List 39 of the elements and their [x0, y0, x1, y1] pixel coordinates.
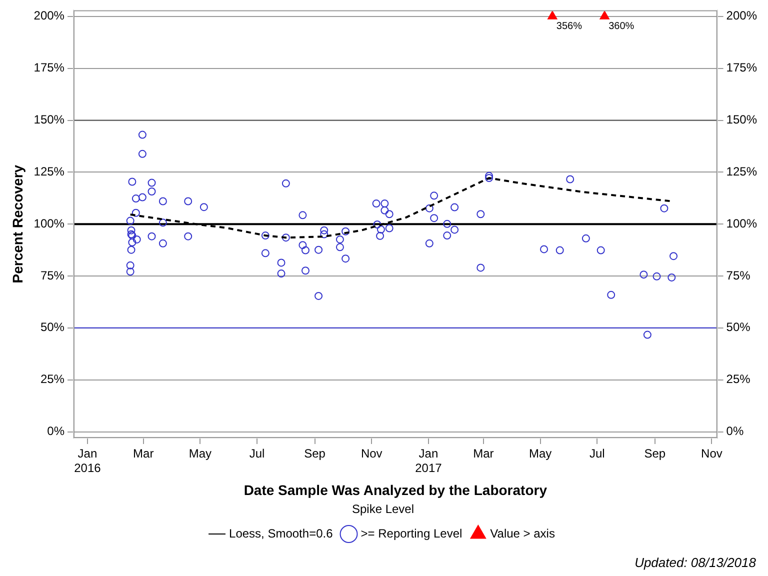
x-tick-label: Sep [644, 446, 666, 461]
y2-tick-label: 50% [726, 320, 751, 334]
x-tick-label: Jul [249, 446, 265, 461]
y-tick-label: 200% [34, 8, 65, 23]
x-tick-label: Jan 2017 [415, 446, 442, 475]
x-tick-label: May [528, 446, 552, 461]
legend-title: Spike Level [352, 502, 414, 516]
legend-label: Loess, Smooth=0.6 [229, 526, 334, 540]
y2-tick-label: 100% [726, 216, 758, 230]
y-tick-label: 150% [34, 112, 65, 127]
y-tick-label: 100% [34, 216, 65, 230]
y-tick-label: 175% [34, 60, 65, 75]
y2-tick-label: 125% [726, 164, 758, 178]
x-axis-title: Date Sample Was Analyzed by the Laboratory [244, 482, 548, 498]
y-tick-label: 0% [47, 424, 65, 438]
annotation: 360% [608, 21, 634, 32]
annotation: 356% [556, 21, 582, 32]
y2-tick-label: 75% [726, 268, 751, 282]
x-tick-label: Nov [360, 446, 382, 461]
x-tick-label: Sep [304, 446, 326, 461]
y2-tick-label: 150% [726, 112, 758, 127]
y-tick-label: 50% [40, 320, 65, 334]
legend-label: Value > axis [490, 526, 555, 540]
legend-label: >= Reporting Level [360, 526, 462, 540]
y-axis-title: Percent Recovery [9, 164, 26, 284]
y2-tick-label: 175% [726, 60, 758, 75]
x-tick-label: Mar [473, 446, 494, 461]
y2-tick-label: 0% [726, 424, 744, 438]
y-tick-label: 25% [40, 372, 65, 386]
x-tick-label: Jul [589, 446, 605, 461]
y2-tick-label: 25% [726, 372, 751, 386]
y-tick-label: 125% [34, 164, 65, 178]
x-tick-label: Mar [133, 446, 154, 461]
y-tick-label: 75% [40, 268, 65, 282]
x-tick-label: Jan 2016 [74, 446, 102, 475]
text: Updated: 08/13/2018 [634, 555, 756, 570]
y2-tick-label: 200% [726, 8, 758, 23]
x-tick-label: May [188, 446, 212, 461]
x-tick-label: Nov [701, 446, 722, 461]
